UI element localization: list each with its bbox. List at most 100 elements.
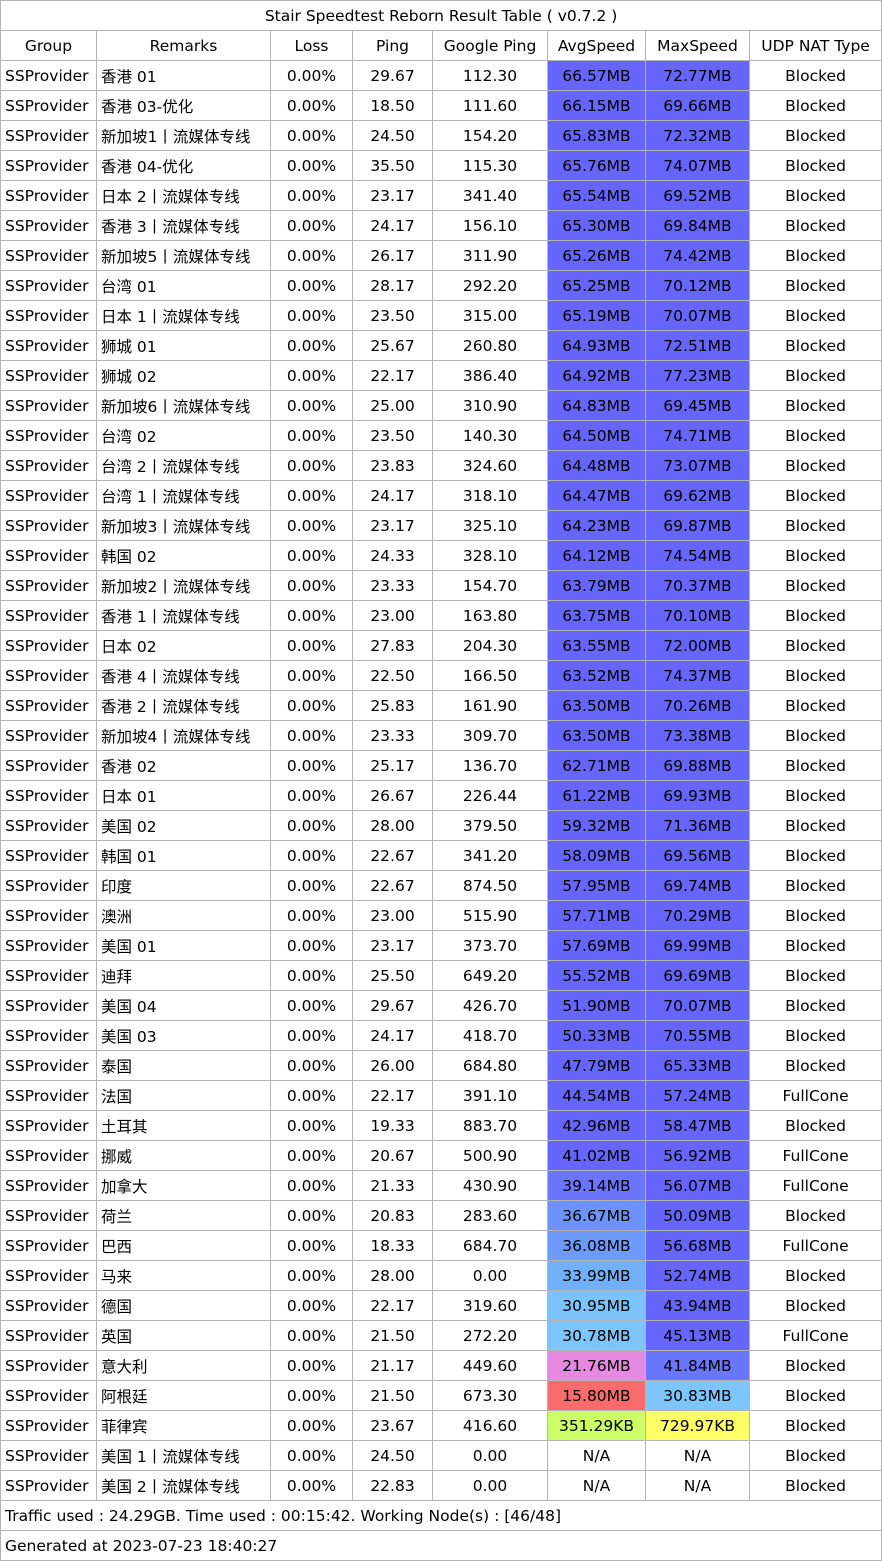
table-row: SSProvider 阿根廷 0.00% 21.50 673.30 15.80MB 30.8… [0,1380,882,1411]
cell-loss: 0.00% [270,300,353,331]
cell-remarks: 香港 1丨流媒体专线 [96,600,271,631]
cell-google-ping: 154.70 [432,570,548,601]
cell-max-speed: 70.12MB [645,270,750,301]
cell-ping: 28.00 [352,810,433,841]
cell-remarks: 美国 04 [96,990,271,1021]
cell-max-speed: 43.94MB [645,1290,750,1321]
cell-google-ping: 325.10 [432,510,548,541]
table-row: SSProvider 韩国 01 0.00% 22.67 341.20 58.09MB 69… [0,840,882,871]
cell-avg-speed: 61.22MB [547,780,646,811]
cell-ping: 22.17 [352,1290,433,1321]
table-row: SSProvider 菲律宾 0.00% 23.67 416.60 351.29KB 729… [0,1410,882,1441]
cell-ping: 24.17 [352,210,433,241]
cell-avg-speed: 57.69MB [547,930,646,961]
cell-loss: 0.00% [270,810,353,841]
table-row: SSProvider 澳洲 0.00% 23.00 515.90 57.71MB 70.29… [0,900,882,931]
cell-udp-nat-type: Blocked [748,1380,882,1411]
cell-google-ping: 156.10 [432,210,548,241]
cell-udp-nat-type: Blocked [748,390,882,421]
cell-remarks: 香港 3丨流媒体专线 [96,210,271,241]
cell-loss: 0.00% [270,450,353,481]
cell-google-ping: 112.30 [432,60,548,91]
cell-udp-nat-type: FullCone [748,1080,882,1111]
cell-udp-nat-type: Blocked [748,900,882,931]
cell-udp-nat-type: Blocked [748,240,882,271]
cell-avg-speed: 65.54MB [547,180,646,211]
cell-remarks: 香港 01 [96,60,271,91]
cell-remarks: 美国 1丨流媒体专线 [96,1440,271,1471]
cell-remarks: 韩国 02 [96,540,271,571]
cell-remarks: 香港 2丨流媒体专线 [96,690,271,721]
cell-avg-speed: 36.08MB [547,1230,646,1261]
table-row: SSProvider 加拿大 0.00% 21.33 430.90 39.14MB 56.0… [0,1170,882,1201]
cell-remarks: 法国 [96,1080,271,1111]
table-row: SSProvider 日本 01 0.00% 26.67 226.44 61.22MB 69… [0,780,882,811]
cell-max-speed: 69.88MB [645,750,750,781]
header-ping: Ping [352,30,433,61]
cell-google-ping: 883.70 [432,1110,548,1141]
cell-remarks: 马来 [96,1260,271,1291]
cell-remarks: 美国 01 [96,930,271,961]
header-udp-nat-type: UDP NAT Type [748,30,882,61]
cell-remarks: 美国 2丨流媒体专线 [96,1470,271,1501]
cell-udp-nat-type: Blocked [748,960,882,991]
table-row: SSProvider 日本 02 0.00% 27.83 204.30 63.55MB 72… [0,630,882,661]
cell-group: SSProvider [0,690,97,721]
cell-loss: 0.00% [270,240,353,271]
cell-loss: 0.00% [270,510,353,541]
cell-max-speed: 69.84MB [645,210,750,241]
cell-group: SSProvider [0,1110,97,1141]
cell-group: SSProvider [0,900,97,931]
cell-remarks: 新加坡1丨流媒体专线 [96,120,271,151]
cell-ping: 28.00 [352,1260,433,1291]
cell-max-speed: 74.37MB [645,660,750,691]
cell-loss: 0.00% [270,1470,353,1501]
table-row: SSProvider 韩国 02 0.00% 24.33 328.10 64.12MB 74… [0,540,882,571]
cell-ping: 22.17 [352,1080,433,1111]
cell-max-speed: 73.38MB [645,720,750,751]
cell-google-ping: 0.00 [432,1440,548,1471]
cell-avg-speed: 39.14MB [547,1170,646,1201]
cell-remarks: 香港 02 [96,750,271,781]
cell-ping: 24.50 [352,1440,433,1471]
cell-group: SSProvider [0,150,97,181]
cell-group: SSProvider [0,180,97,211]
cell-max-speed: 72.51MB [645,330,750,361]
cell-remarks: 迪拜 [96,960,271,991]
cell-remarks: 新加坡5丨流媒体专线 [96,240,271,271]
cell-udp-nat-type: Blocked [748,1290,882,1321]
cell-remarks: 台湾 1丨流媒体专线 [96,480,271,511]
cell-google-ping: 416.60 [432,1410,548,1441]
cell-loss: 0.00% [270,1380,353,1411]
cell-loss: 0.00% [270,1080,353,1111]
cell-ping: 24.17 [352,1020,433,1051]
cell-group: SSProvider [0,1020,97,1051]
cell-avg-speed: 64.92MB [547,360,646,391]
cell-max-speed: 69.87MB [645,510,750,541]
cell-ping: 19.33 [352,1110,433,1141]
table-row: SSProvider 马来 0.00% 28.00 0.00 33.99MB 52.74MB… [0,1260,882,1291]
table-row: SSProvider 英国 0.00% 21.50 272.20 30.78MB 45.13… [0,1320,882,1351]
cell-google-ping: 386.40 [432,360,548,391]
table-row: SSProvider 台湾 02 0.00% 23.50 140.30 64.50MB 74… [0,420,882,451]
cell-group: SSProvider [0,630,97,661]
cell-google-ping: 874.50 [432,870,548,901]
cell-avg-speed: 65.83MB [547,120,646,151]
cell-loss: 0.00% [270,390,353,421]
cell-udp-nat-type: Blocked [748,1470,882,1501]
table-body: SSProvider 香港 01 0.00% 29.67 112.30 66.57MB 72… [0,60,882,1501]
table-row: SSProvider 荷兰 0.00% 20.83 283.60 36.67MB 50.09… [0,1200,882,1231]
traffic-summary: Traffic used : 24.29GB. Time used : 00:1… [0,1500,882,1531]
cell-group: SSProvider [0,1350,97,1381]
cell-remarks: 澳洲 [96,900,271,931]
table-row: SSProvider 日本 2丨流媒体专线 0.00% 23.17 341.40 65.5… [0,180,882,211]
cell-group: SSProvider [0,930,97,961]
cell-group: SSProvider [0,870,97,901]
cell-avg-speed: 64.12MB [547,540,646,571]
cell-loss: 0.00% [270,1170,353,1201]
cell-group: SSProvider [0,1140,97,1171]
cell-udp-nat-type: Blocked [748,120,882,151]
cell-google-ping: 226.44 [432,780,548,811]
cell-google-ping: 684.80 [432,1050,548,1081]
cell-avg-speed: 58.09MB [547,840,646,871]
